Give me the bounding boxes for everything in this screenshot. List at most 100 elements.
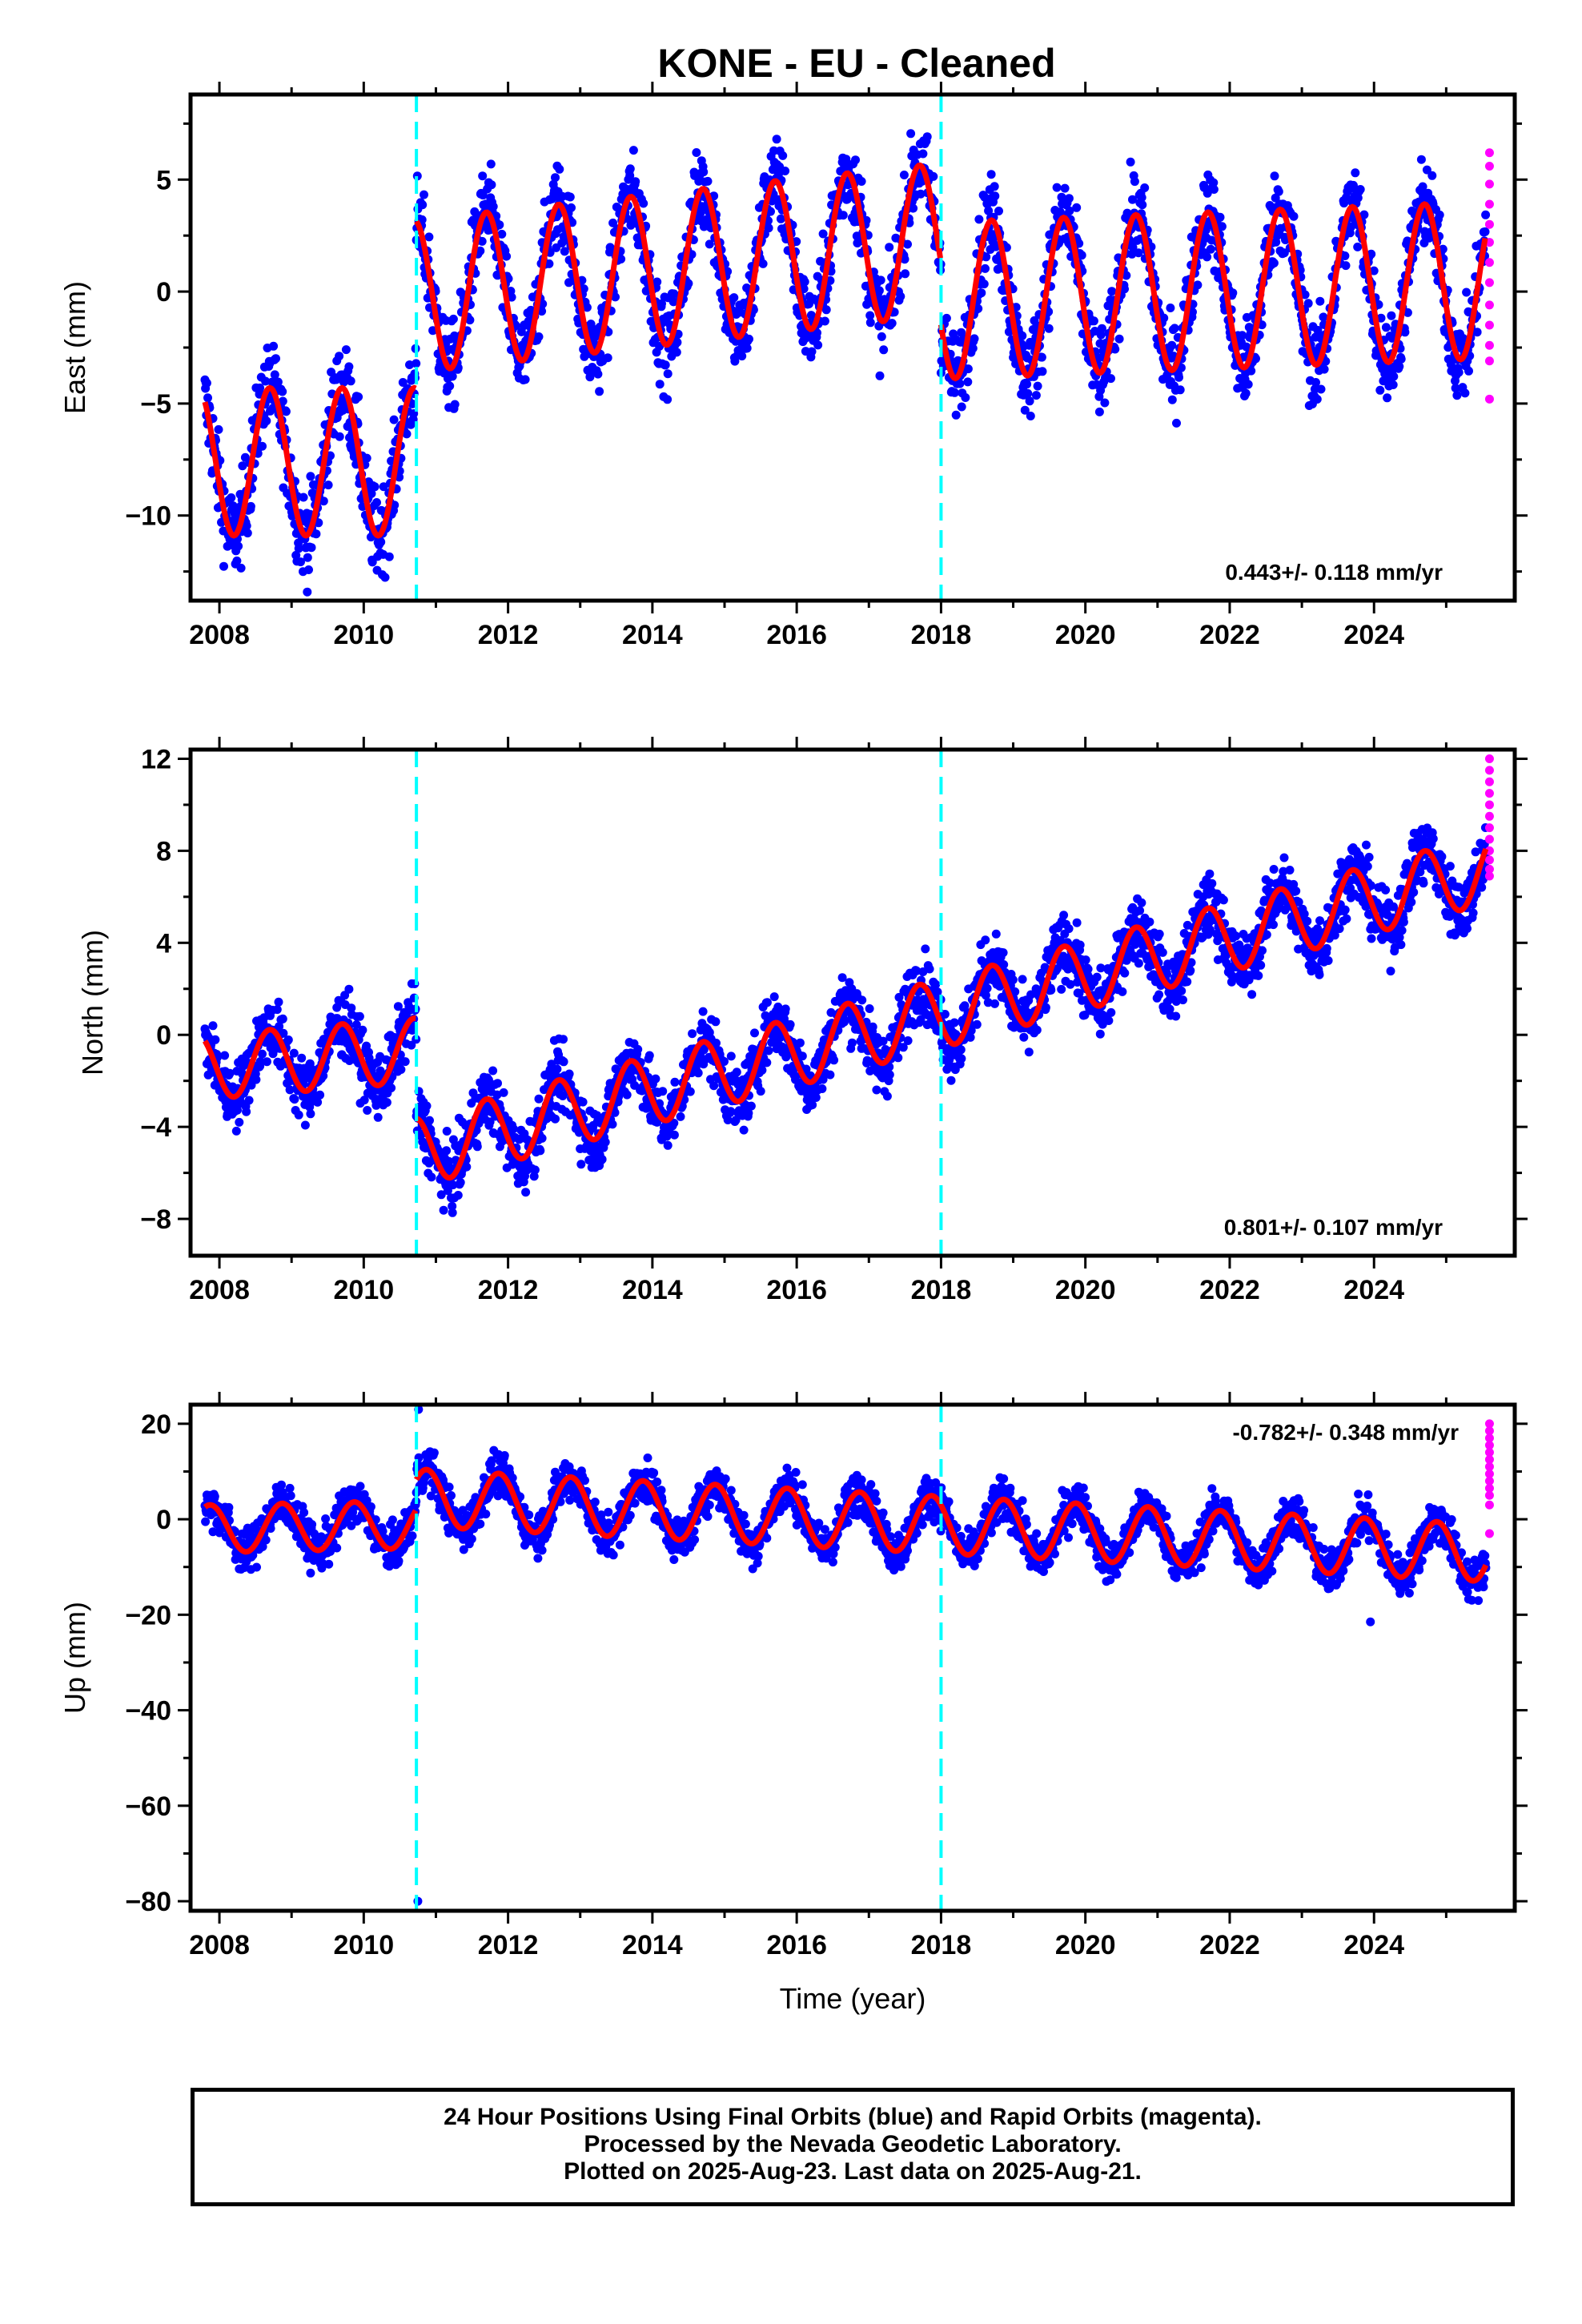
data-point bbox=[705, 239, 714, 249]
data-point bbox=[1097, 324, 1106, 333]
data-point bbox=[1418, 182, 1427, 191]
data-point bbox=[950, 1018, 959, 1027]
data-point bbox=[319, 497, 328, 506]
data-point bbox=[278, 387, 287, 396]
data-point bbox=[408, 399, 417, 408]
data-point bbox=[412, 359, 421, 368]
data-point bbox=[1312, 395, 1322, 404]
data-point bbox=[940, 1010, 950, 1019]
data-point bbox=[658, 1087, 668, 1096]
data-point bbox=[1289, 211, 1299, 221]
data-point bbox=[663, 395, 673, 404]
data-point bbox=[631, 177, 640, 187]
data-point bbox=[1064, 924, 1074, 934]
data-point bbox=[865, 311, 875, 320]
data-point bbox=[1170, 324, 1179, 333]
data-point bbox=[990, 182, 999, 191]
data-point bbox=[499, 1088, 508, 1097]
data-point bbox=[582, 303, 592, 312]
data-point bbox=[1033, 381, 1042, 391]
data-point bbox=[955, 379, 965, 388]
data-point bbox=[882, 1092, 892, 1101]
data-point bbox=[745, 334, 753, 344]
data-point bbox=[275, 1022, 284, 1031]
data-point bbox=[931, 979, 941, 989]
data-point bbox=[445, 381, 455, 391]
data-point bbox=[972, 1019, 982, 1029]
data-point bbox=[559, 1035, 568, 1044]
data-point bbox=[1315, 296, 1325, 306]
data-point bbox=[652, 277, 662, 287]
data-point bbox=[998, 948, 1008, 958]
data-point bbox=[313, 1097, 323, 1107]
data-point bbox=[1175, 385, 1185, 395]
data-point bbox=[296, 557, 305, 567]
x-tick-label: 2012 bbox=[478, 620, 539, 650]
data-point bbox=[576, 1160, 586, 1169]
data-point bbox=[625, 171, 635, 180]
data-point bbox=[424, 232, 434, 242]
data-point bbox=[444, 1156, 454, 1166]
data-point bbox=[872, 1085, 881, 1095]
data-point bbox=[1217, 222, 1227, 231]
data-point bbox=[885, 1062, 894, 1072]
data-point bbox=[477, 236, 487, 246]
data-point bbox=[234, 541, 243, 551]
data-point bbox=[1096, 963, 1106, 973]
data-point bbox=[857, 177, 866, 186]
data-point bbox=[233, 1105, 242, 1115]
data-point bbox=[720, 1057, 729, 1066]
data-point bbox=[1077, 251, 1086, 260]
data-point bbox=[611, 292, 620, 302]
data-point bbox=[1044, 324, 1054, 333]
data-point bbox=[364, 1053, 374, 1063]
data-point bbox=[651, 1074, 661, 1084]
data-point bbox=[806, 311, 816, 320]
data-point bbox=[242, 1107, 251, 1116]
data-point bbox=[271, 354, 280, 364]
data-point bbox=[297, 1053, 307, 1063]
data-point bbox=[270, 370, 279, 380]
data-point bbox=[1462, 287, 1472, 297]
data-point bbox=[478, 171, 488, 181]
data-point bbox=[443, 1186, 452, 1196]
data-point bbox=[974, 215, 984, 224]
data-point bbox=[1416, 155, 1426, 164]
data-point bbox=[1041, 1003, 1050, 1012]
data-point bbox=[817, 1084, 827, 1093]
data-point bbox=[306, 472, 315, 481]
rapid-point bbox=[1484, 258, 1494, 267]
data-point bbox=[1167, 395, 1177, 404]
data-point bbox=[885, 1070, 894, 1080]
rapid-point bbox=[1484, 179, 1494, 189]
data-point bbox=[1241, 388, 1251, 398]
data-point bbox=[1127, 249, 1137, 259]
data-point bbox=[593, 369, 603, 379]
data-point bbox=[376, 537, 386, 547]
data-point bbox=[303, 553, 312, 562]
data-point bbox=[497, 229, 507, 239]
data-point bbox=[1089, 316, 1098, 326]
data-point bbox=[393, 1002, 403, 1011]
data-point bbox=[420, 190, 428, 199]
x-tick-label: 2022 bbox=[1199, 620, 1260, 650]
data-point bbox=[960, 1001, 970, 1011]
rapid-point bbox=[1484, 340, 1494, 350]
data-point bbox=[616, 255, 626, 263]
data-point bbox=[950, 388, 959, 397]
data-point bbox=[290, 1095, 299, 1104]
data-point bbox=[983, 998, 993, 1007]
data-point bbox=[816, 256, 825, 266]
data-point bbox=[202, 378, 211, 388]
data-point bbox=[977, 288, 986, 298]
data-point bbox=[703, 176, 713, 186]
rapid-orbit-points bbox=[1484, 148, 1494, 404]
data-point bbox=[610, 1108, 620, 1117]
data-point bbox=[367, 489, 376, 498]
data-point bbox=[1032, 1025, 1042, 1035]
data-point bbox=[769, 992, 779, 1002]
data-point bbox=[244, 1096, 254, 1105]
data-point bbox=[1311, 378, 1320, 387]
data-point bbox=[608, 1120, 617, 1129]
rapid-point bbox=[1484, 300, 1494, 310]
